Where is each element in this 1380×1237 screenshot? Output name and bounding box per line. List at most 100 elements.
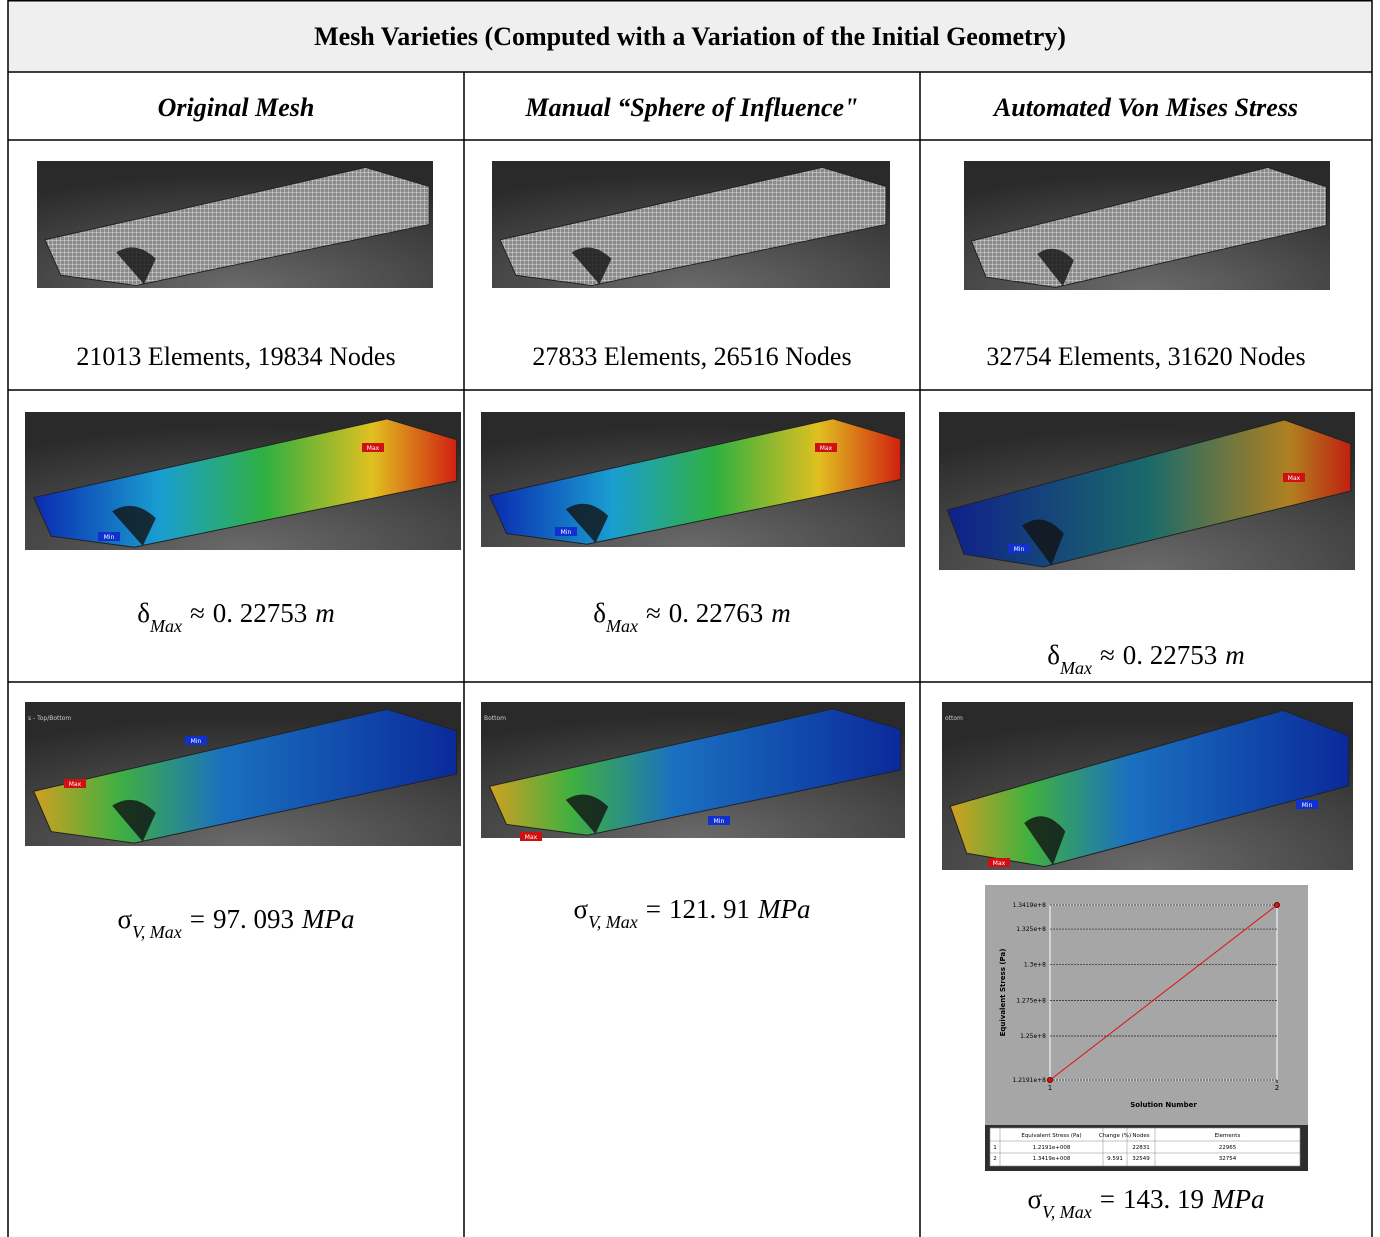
formula: δMax ≈0. 22753 m — [1047, 640, 1245, 678]
formula: δMax ≈0. 22753 m — [137, 598, 335, 636]
formula-subscript: Max — [1059, 658, 1092, 678]
root-cutout — [565, 503, 609, 543]
results-cell: 9.591 — [1107, 1156, 1123, 1162]
formula-symbol: δ — [593, 598, 606, 628]
formula-value: 0. 22763 — [669, 598, 764, 628]
root-cutout — [116, 247, 156, 285]
formula-relation: ≈ — [1100, 640, 1115, 670]
x-tick-label: 1 — [1048, 1084, 1052, 1092]
formula: σV, Max = 121. 91 MPa — [574, 894, 811, 932]
y-tick-label: 1.2191e+8 — [1012, 1077, 1046, 1084]
results-header: Change (%) — [1099, 1133, 1131, 1139]
formula-symbol: δ — [137, 598, 150, 628]
data-line — [1049, 904, 1278, 1081]
result-tag-label: Max — [525, 834, 538, 841]
formula-symbol: σ — [118, 904, 133, 934]
result-tag-label: Min — [191, 738, 202, 745]
formula-value: 97. 093 — [213, 904, 294, 934]
result-tag — [362, 443, 384, 452]
result-tag-label: Max — [69, 781, 82, 788]
results-cell: 1.2191e+008 — [1033, 1145, 1071, 1151]
mesh-caption: 27833 Elements, 26516 Nodes — [532, 342, 851, 371]
formula-subscript: V, Max — [1042, 1202, 1092, 1222]
formula-value: 143. 19 — [1123, 1184, 1204, 1214]
result-tag — [555, 527, 577, 536]
formula-subscript: Max — [149, 616, 182, 636]
image-note: s - Top/Bottom — [28, 715, 71, 722]
results-table — [989, 1127, 1301, 1167]
result-tag — [708, 816, 730, 825]
results-cell: 1 — [993, 1145, 997, 1151]
formula-unit: MPa — [301, 904, 354, 934]
column-header: Automated Von Mises Stress — [992, 93, 1298, 122]
y-tick-label: 1.325e+8 — [1016, 926, 1046, 933]
formula-symbol: σ — [574, 894, 589, 924]
formula: σV, Max = 97. 093 MPa — [118, 904, 355, 942]
formula-unit: m — [771, 598, 791, 628]
data-point — [1047, 1077, 1053, 1083]
results-cell: 1.3419e+008 — [1033, 1156, 1071, 1162]
formula-relation: = — [190, 904, 205, 934]
formula-unit: m — [1225, 640, 1245, 670]
plot-area — [1049, 904, 1278, 1081]
result-tag-label: Max — [820, 445, 833, 452]
results-cell: 22831 — [1132, 1145, 1150, 1151]
formula-symbol: δ — [1047, 640, 1060, 670]
mesh-caption: 32754 Elements, 31620 Nodes — [986, 342, 1305, 371]
root-cutout — [1037, 248, 1074, 287]
result-tag-label: Min — [104, 534, 115, 541]
formula-symbol: σ — [1028, 1184, 1043, 1214]
result-tag — [98, 532, 120, 541]
formula-value: 0. 22753 — [213, 598, 308, 628]
y-tick-label: 1.25e+8 — [1020, 1033, 1046, 1040]
mesh-caption: 21013 Elements, 19834 Nodes — [76, 342, 395, 371]
formula-subscript: Max — [605, 616, 638, 636]
table-title: Mesh Varieties (Computed with a Variatio… — [314, 22, 1066, 51]
formula-unit: MPa — [1211, 1184, 1264, 1214]
results-header: Equivalent Stress (Pa) — [1021, 1133, 1081, 1139]
result-tag — [1296, 800, 1318, 809]
results-header: Nodes — [1132, 1133, 1149, 1139]
formula-relation: = — [646, 894, 661, 924]
result-tag — [64, 779, 86, 788]
x-axis-label: Solution Number — [1130, 1101, 1197, 1109]
result-tag — [520, 832, 542, 841]
y-tick-label: 1.275e+8 — [1016, 997, 1046, 1004]
root-cutout — [571, 247, 612, 285]
result-tag-label: Max — [367, 445, 380, 452]
results-cell: 32754 — [1219, 1156, 1237, 1162]
result-tag-label: Min — [1014, 546, 1025, 553]
formula-relation: ≈ — [646, 598, 661, 628]
image-note: Bottom — [484, 715, 506, 722]
formula: σV, Max = 143. 19 MPa — [1028, 1184, 1265, 1222]
data-point — [1274, 902, 1280, 908]
y-tick-label: 1.3419e+8 — [1012, 902, 1046, 909]
result-tag-label: Min — [714, 818, 725, 825]
y-tick-label: 1.3e+8 — [1024, 962, 1046, 969]
title-cell — [8, 0, 1372, 72]
root-cutout — [1024, 816, 1066, 865]
column-header: Manual “Sphere of Influence" — [525, 93, 859, 122]
formula-relation: ≈ — [190, 598, 205, 628]
result-tag-label: Max — [993, 860, 1006, 867]
result-tag-label: Min — [1302, 802, 1313, 809]
x-tick-label: 2 — [1275, 1084, 1279, 1092]
formula-subscript: V, Max — [588, 912, 638, 932]
formula-value: 121. 91 — [669, 894, 750, 924]
results-cell: 22965 — [1219, 1145, 1237, 1151]
root-cutout — [1022, 519, 1064, 566]
formula-subscript: V, Max — [132, 922, 182, 942]
result-tag-label: Min — [561, 529, 572, 536]
formula: δMax ≈0. 22763 m — [593, 598, 791, 636]
root-cutout — [565, 794, 609, 834]
root-cutout — [112, 505, 156, 546]
result-tag — [815, 443, 837, 452]
results-header: Elements — [1215, 1133, 1241, 1139]
column-header: Original Mesh — [158, 93, 315, 122]
result-tag — [1283, 473, 1305, 482]
table-grid — [7, 0, 1373, 1237]
image-note: ottom — [945, 715, 963, 722]
formula-unit: MPa — [757, 894, 810, 924]
result-tag — [185, 736, 207, 745]
